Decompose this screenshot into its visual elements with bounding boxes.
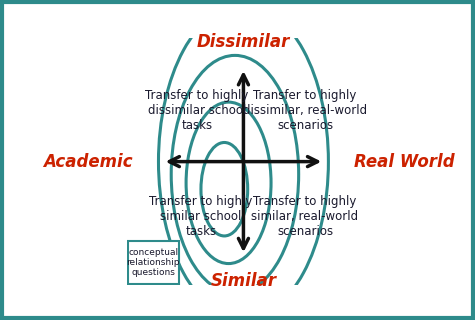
Text: INNOVATION: INNOVATION — [336, 42, 443, 57]
Text: Dissimilar: Dissimilar — [197, 33, 290, 51]
Text: Transfer to highly
dissimilar, real-world
scenarios: Transfer to highly dissimilar, real-worl… — [243, 89, 367, 132]
Text: Transfer to highly
similar school
tasks: Transfer to highly similar school tasks — [149, 195, 253, 238]
Text: Similar: Similar — [210, 272, 276, 290]
FancyBboxPatch shape — [128, 241, 179, 284]
Text: Transfer to highly
dissimilar school
tasks: Transfer to highly dissimilar school tas… — [145, 89, 248, 132]
Text: Academic: Academic — [43, 153, 133, 171]
Text: conceptual
relationship
questions: conceptual relationship questions — [126, 248, 180, 277]
Text: Real World: Real World — [354, 153, 455, 171]
Text: Transfer to highly
similar, real-world
scenarios: Transfer to highly similar, real-world s… — [251, 195, 359, 238]
